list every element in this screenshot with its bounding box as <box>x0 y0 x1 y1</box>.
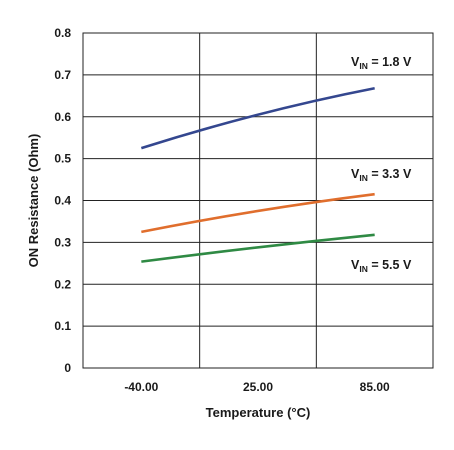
plot-frame <box>82 32 434 369</box>
series-line-1 <box>140 86 375 150</box>
y-tick-label: 0 <box>64 361 71 375</box>
series-label-1: VIN = 1.8 V <box>351 55 412 71</box>
y-tick-label: 0.3 <box>54 235 71 249</box>
grid <box>83 33 433 368</box>
x-tick-labels: -40.00 25.00 85.00 <box>124 380 390 394</box>
series-line-2 <box>141 192 375 234</box>
y-tick-label: 0.5 <box>54 152 71 166</box>
x-axis-title: Temperature (°C) <box>206 405 311 420</box>
series-label-3: VIN = 5.5 V <box>351 258 412 274</box>
series-line-3 <box>141 233 375 263</box>
y-axis-title: ON Resistance (Ohm) <box>26 134 41 268</box>
y-tick-labels: 0 0.1 0.2 0.3 0.4 0.5 0.6 0.7 0.8 <box>54 26 71 375</box>
y-tick-label: 0.8 <box>54 26 71 40</box>
series-label-2: VIN = 3.3 V <box>351 167 412 183</box>
y-tick-label: 0.4 <box>54 194 71 208</box>
y-tick-label: 0.2 <box>54 277 71 291</box>
y-tick-label: 0.1 <box>54 319 71 333</box>
x-tick-label: 25.00 <box>243 380 273 394</box>
series-labels: VIN = 1.8 V VIN = 3.3 V VIN = 5.5 V <box>351 55 412 274</box>
x-tick-label: -40.00 <box>124 380 158 394</box>
x-tick-label: 85.00 <box>360 380 390 394</box>
series-lines <box>140 86 375 263</box>
y-tick-label: 0.6 <box>54 110 71 124</box>
y-tick-label: 0.7 <box>54 68 71 82</box>
